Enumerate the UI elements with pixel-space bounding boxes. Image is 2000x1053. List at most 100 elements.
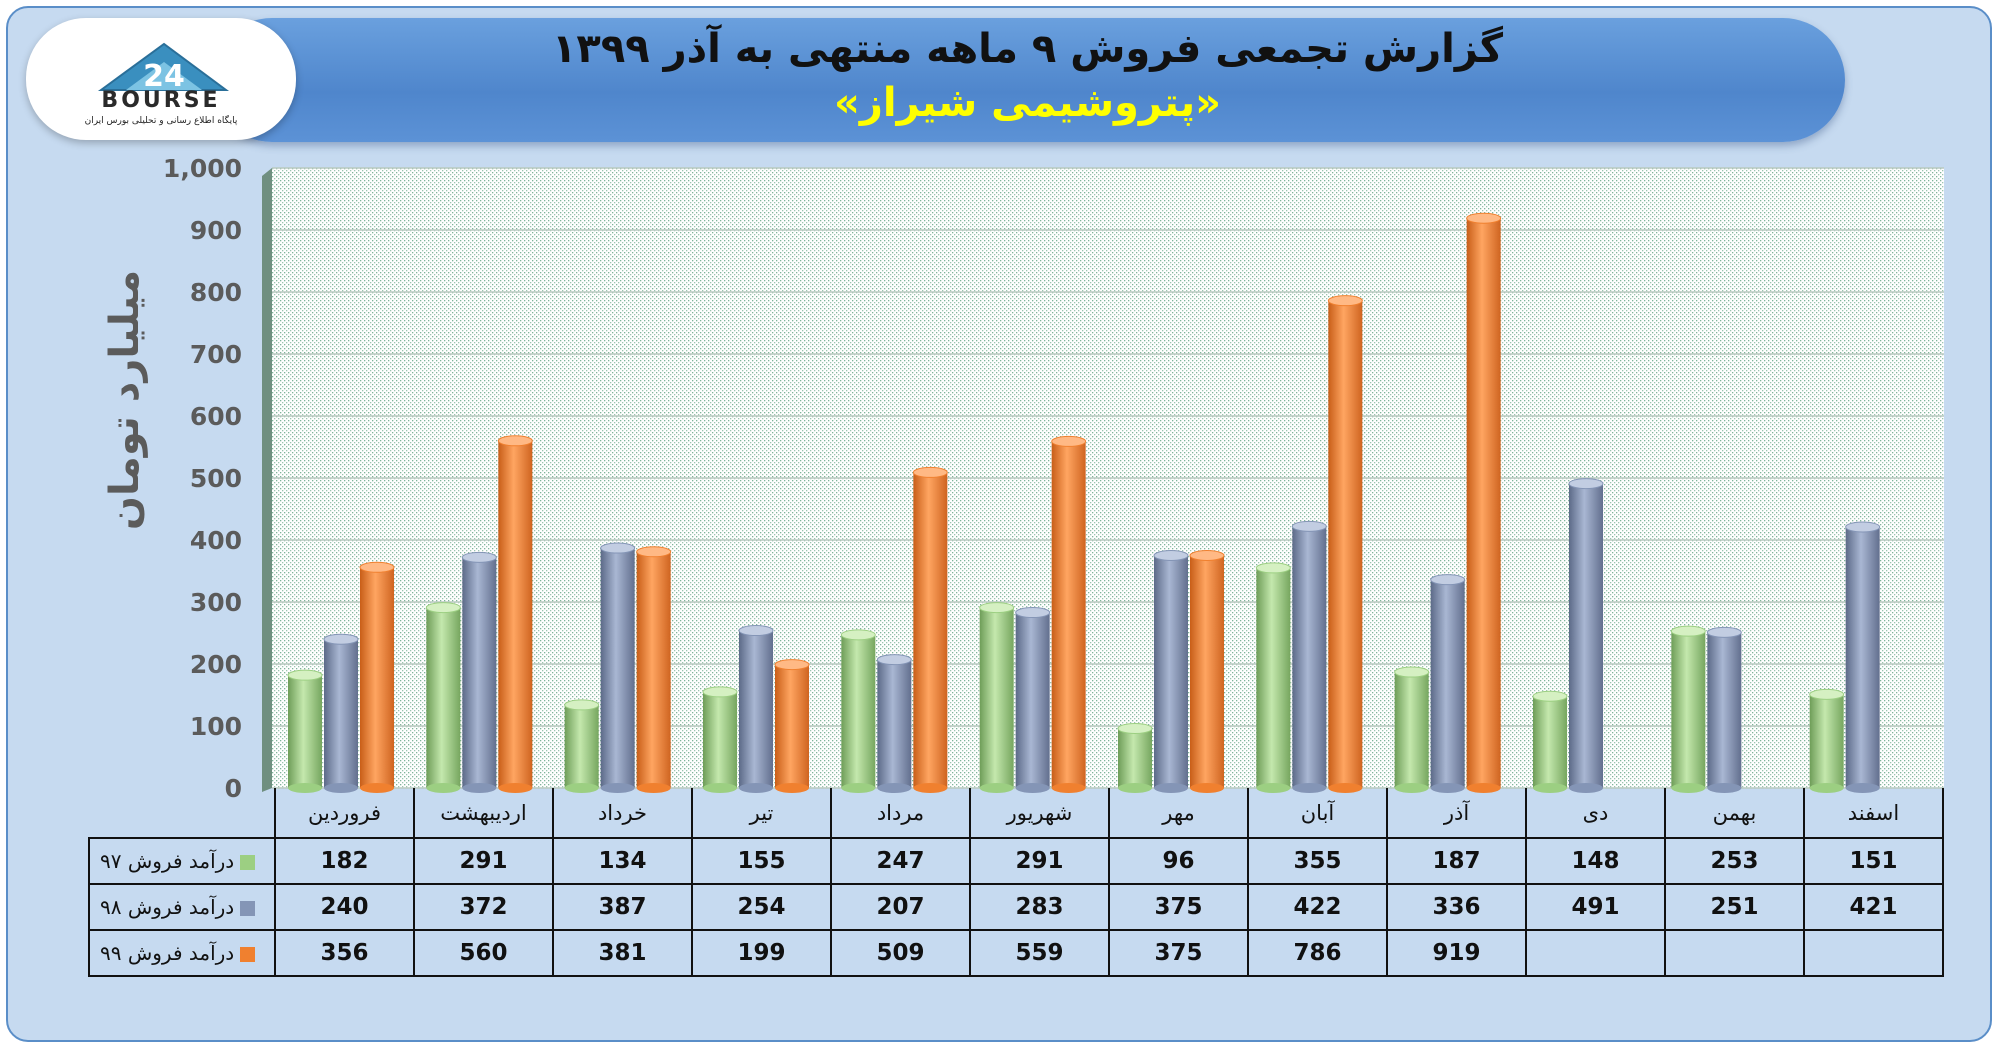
- data-label: 559: [969, 929, 1110, 977]
- bar: [1153, 550, 1189, 793]
- logo-wordmark: BOURSE: [101, 88, 221, 113]
- data-label: 356: [274, 929, 415, 977]
- data-label: 509: [830, 929, 971, 977]
- bar: [1394, 666, 1430, 793]
- x-tick-label: بهمن: [1664, 788, 1805, 839]
- chart-title: گزارش تجمعی فروش ۹ ماهه منتهی به آذر ۱۳۹…: [551, 26, 1504, 72]
- table-corner: [89, 788, 276, 839]
- data-label: 375: [1108, 929, 1249, 977]
- bar: [912, 466, 948, 793]
- bar-body: [1707, 632, 1742, 788]
- x-tick-label: مرداد: [830, 788, 971, 839]
- bar-cap: [1809, 688, 1845, 700]
- bar-body: [600, 548, 635, 788]
- bar-cap: [1189, 550, 1225, 561]
- bar-body: [564, 704, 599, 788]
- data-label: 283: [969, 883, 1110, 931]
- bar-cap: [359, 561, 395, 573]
- data-label: 560: [413, 929, 554, 977]
- data-label: 336: [1386, 883, 1527, 931]
- title-banner: گزارش تجمعی فروش ۹ ماهه منتهی به آذر ۱۳۹…: [210, 18, 1845, 142]
- data-label: 253: [1664, 837, 1805, 885]
- bar-body: [1394, 672, 1429, 788]
- series-name: درآمد فروش ۹۷: [100, 849, 235, 873]
- data-label: 291: [969, 837, 1110, 885]
- bar-cap: [912, 466, 948, 478]
- data-label: 421: [1803, 883, 1944, 931]
- x-tick-label: تیر: [691, 788, 832, 839]
- data-label: 207: [830, 883, 971, 931]
- bar-body: [739, 630, 773, 788]
- bar: [1255, 562, 1291, 793]
- legend-swatch-icon: [240, 855, 256, 870]
- bar: [1051, 435, 1087, 793]
- bar-body: [462, 557, 497, 788]
- bar-body: [1671, 631, 1706, 788]
- bar-cap: [1466, 212, 1502, 224]
- x-tick-label: خرداد: [552, 788, 693, 839]
- bar: [1117, 722, 1153, 793]
- bar: [979, 602, 1015, 793]
- bar-body: [1154, 555, 1188, 788]
- bar-cap: [1255, 562, 1291, 574]
- logo-tagline: پایگاه اطلاع رسانی و تحلیلی بورس ایران: [84, 116, 238, 126]
- data-label: 155: [691, 837, 832, 885]
- bar: [564, 699, 600, 793]
- bar: [840, 629, 876, 793]
- legend-swatch-icon: [240, 901, 256, 916]
- bar-cap: [1532, 690, 1568, 702]
- bar-body: [1845, 526, 1880, 788]
- bar-body: [1809, 694, 1844, 788]
- y-tick-label: 200: [190, 650, 242, 679]
- bar: [1532, 690, 1568, 793]
- bar-body: [775, 664, 809, 788]
- logo-number: 24: [143, 59, 185, 94]
- x-tick-label: شهریور: [969, 788, 1110, 839]
- data-label: 355: [1247, 837, 1388, 885]
- bar-body: [703, 691, 737, 788]
- data-label: 387: [552, 883, 693, 931]
- data-label: 422: [1247, 883, 1388, 931]
- x-tick-label: دی: [1525, 788, 1666, 839]
- bar-cap: [1670, 625, 1706, 637]
- bar: [497, 435, 533, 793]
- bar-cap: [1015, 607, 1051, 619]
- bar: [636, 546, 672, 793]
- bar: [876, 654, 912, 793]
- bar-body: [913, 472, 948, 788]
- table-row: درآمد فروش ۹۸ 240 372 387 254 207 283 375 422 336…: [88, 883, 1944, 931]
- y-tick-label: 600: [190, 402, 242, 431]
- data-label: 240: [274, 883, 415, 931]
- bar-body: [1051, 441, 1086, 788]
- bourse24-logo: 24 BOURSE پایگاه اطلاع رسانی و تحلیلی بو…: [26, 18, 296, 140]
- bar-cap: [1051, 435, 1087, 447]
- bar-body: [1190, 555, 1224, 788]
- bar: [461, 551, 497, 793]
- bar-cap: [461, 551, 497, 563]
- bar: [1430, 574, 1466, 793]
- bar-body: [498, 440, 533, 788]
- y-tick-label: 100: [190, 712, 242, 741]
- bar: [1189, 550, 1225, 793]
- bar-cap: [840, 629, 876, 641]
- y-tick-label: 300: [190, 588, 242, 617]
- data-label: 491: [1525, 883, 1666, 931]
- x-tick-label: اردیبهشت: [413, 788, 554, 839]
- bar-body: [841, 634, 876, 788]
- chart-subtitle: «پتروشیمی شیراز»: [834, 80, 1221, 126]
- bar: [1291, 520, 1327, 793]
- bar: [1327, 295, 1363, 793]
- data-label: [1525, 929, 1666, 977]
- bar-body: [1569, 483, 1603, 788]
- bar-body: [1430, 579, 1465, 788]
- bar-body: [1466, 218, 1501, 789]
- data-label: 375: [1108, 883, 1249, 931]
- data-label: [1803, 929, 1944, 977]
- bar: [1015, 607, 1051, 793]
- table-row: درآمد فروش ۹۹ 356 560 381 199 509 559 375 786 919: [88, 929, 1944, 977]
- bar-cap: [1430, 574, 1466, 586]
- bar-cap: [1327, 295, 1363, 307]
- bar: [1845, 521, 1881, 793]
- bar: [774, 659, 810, 793]
- data-label: 187: [1386, 837, 1527, 885]
